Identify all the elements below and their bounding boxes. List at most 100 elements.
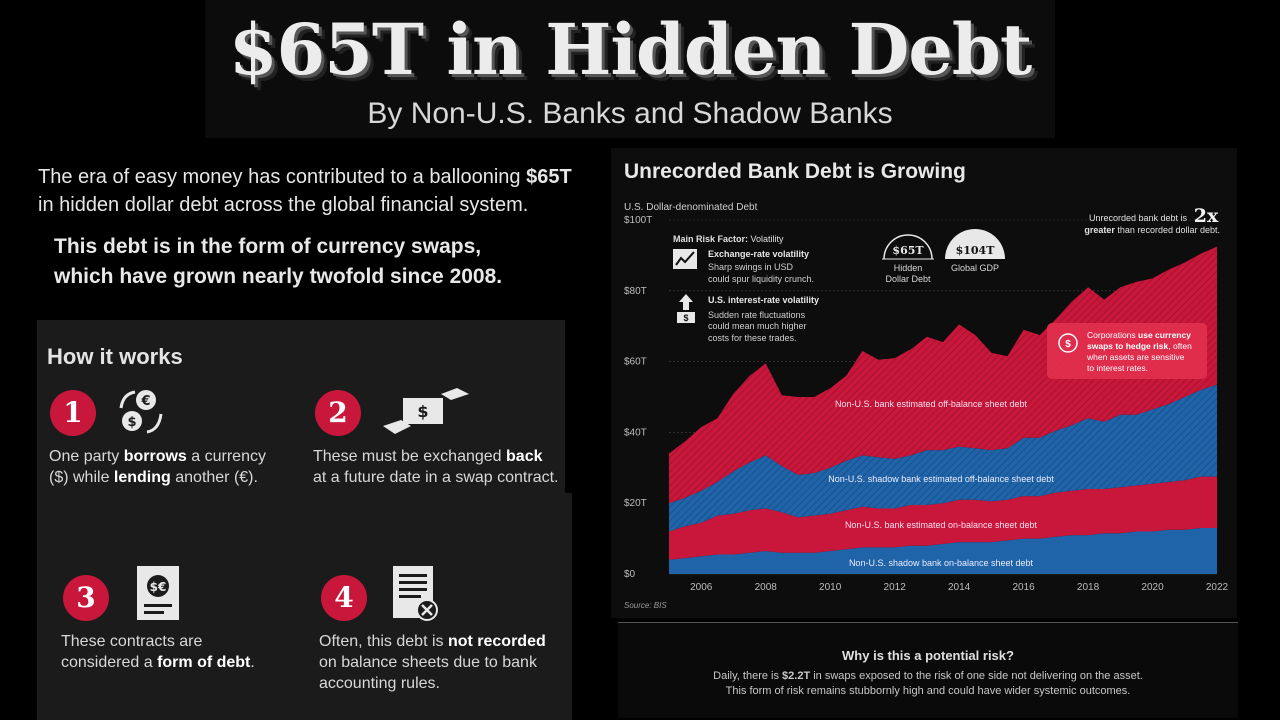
area-hatch-3	[669, 384, 1217, 532]
svg-text:$: $	[683, 313, 688, 323]
badge1-line1: Hidden	[894, 263, 923, 273]
svg-text:$€: $€	[150, 580, 167, 594]
intro-bold-a: This debt is in the form of currency swa…	[54, 235, 482, 258]
callout-greater: greater	[1084, 225, 1115, 235]
area-series-1	[669, 528, 1217, 574]
svg-text:greater than recorded dollar d: greater than recorded dollar debt.	[1084, 225, 1220, 235]
intro-text: The era of easy money has contributed to…	[38, 163, 598, 219]
panel-extension	[37, 493, 572, 720]
x-tick-label: 2016	[1012, 582, 1035, 593]
svg-text:€: €	[140, 394, 150, 409]
y-tick-label: $60T	[624, 357, 647, 368]
step-1-b: borrows	[123, 448, 187, 465]
risk-factor-label: Main Risk Factor:	[673, 234, 748, 244]
risk-factor-value: Volatility	[748, 234, 784, 244]
step-2-a: These must be exchanged	[313, 448, 507, 465]
risk2-line2: could mean much higher	[708, 321, 807, 331]
title-band: $65T in Hidden Debt By Non-U.S. Banks an…	[205, 0, 1055, 138]
step-1-f: another (€).	[170, 469, 258, 486]
y-tick-label: $0	[624, 569, 636, 580]
rate-up-icon: $	[677, 294, 695, 323]
risk-title: Why is this a potential risk?	[842, 648, 1014, 663]
money-handshake-icon: $	[383, 388, 469, 434]
hatch-overlay	[669, 246, 1217, 532]
x-tick-label: 2018	[1077, 582, 1100, 593]
hidden-debt-badge: $65T Hidden Dollar Debt	[882, 234, 934, 284]
chart-trend-icon	[673, 249, 697, 269]
risk-factor-box: Main Risk Factor: Volatility Exchange-ra…	[673, 234, 819, 343]
risk-line1-b: in swaps exposed to the risk of one side…	[810, 670, 1143, 682]
risk-divider	[618, 622, 1238, 623]
y-tick-label: $80T	[624, 286, 647, 297]
how-it-works-panel: How it works 1 € $ One party borrows a c…	[37, 320, 572, 720]
intro-text-b: in hidden dollar debt across the global …	[38, 194, 529, 216]
chart-title: Unrecorded Bank Debt is Growing	[624, 160, 966, 183]
badge1-line2: Dollar Debt	[885, 274, 931, 284]
svg-text:Corporations use currency: Corporations use currency	[1087, 330, 1191, 340]
risk-text-line1: Daily, there is $2.2T in swaps exposed t…	[618, 670, 1238, 682]
svg-text:$: $	[417, 402, 428, 421]
chart-panel: Unrecorded Bank Debt is Growing U.S. Dol…	[611, 148, 1237, 618]
page-subtitle: By Non-U.S. Banks and Shadow Banks	[367, 97, 893, 130]
risk2-line3: costs for these trades.	[708, 333, 797, 343]
step-1-number: 1	[50, 390, 96, 436]
risk-line1-bold: $2.2T	[782, 670, 811, 682]
layer-label-shadow-off: Non-U.S. shadow bank estimated off-balan…	[828, 474, 1054, 484]
badge2-line1: Global GDP	[951, 263, 999, 273]
layer-label-bank-on: Non-U.S. bank estimated on-balance sheet…	[845, 520, 1038, 530]
y-axis-ticks: $0 $20T $40T $60T $80T $100T	[624, 215, 652, 580]
x-tick-label: 2012	[884, 582, 907, 593]
layer-label-shadow-on: Non-U.S. shadow bank on-balance sheet de…	[849, 558, 1034, 568]
step-4-number: 4	[321, 575, 367, 621]
x-tick-label: 2014	[948, 582, 971, 593]
step-2-b: back	[506, 448, 543, 465]
risk-line1-a: Daily, there is	[713, 670, 783, 682]
global-gdp-badge: $104T Global GDP	[945, 229, 1005, 273]
area-series-2	[669, 476, 1217, 560]
svg-text:$: $	[1065, 339, 1071, 350]
x-tick-label: 2020	[1141, 582, 1164, 593]
callout-2x-value: 2x	[1194, 205, 1219, 227]
risk1-line1: Sharp swings in USD	[708, 262, 794, 272]
risk1-line2: could spur liquidity crunch.	[708, 274, 814, 284]
x-tick-label: 2008	[755, 582, 778, 593]
corp-line3: when assets are sensitive	[1086, 352, 1185, 362]
callout-2x: Unrecorded bank debt is 2x greater than …	[1084, 205, 1220, 235]
corp-line2: swaps to hedge risk	[1087, 341, 1169, 351]
corp-line4: to interest rates.	[1087, 363, 1148, 373]
svg-text:Main Risk Factor: Volatility: Main Risk Factor: Volatility	[673, 234, 784, 244]
corporations-callout: $ Corporations use currency swaps to hed…	[1047, 323, 1207, 379]
step-3-a: These contracts are	[61, 633, 203, 650]
intro-highlight: $65T	[526, 166, 572, 188]
risk2-line1: Sudden rate fluctuations	[708, 310, 806, 320]
corp-line2-b: , often	[1168, 341, 1192, 351]
step-1-d: ($) while	[49, 469, 114, 486]
step-3-b: considered a	[61, 654, 158, 671]
step-4-c: on balance sheets due to bank	[319, 654, 537, 671]
x-tick-label: 2022	[1206, 582, 1229, 593]
step-4-a: Often, this debt is	[319, 633, 448, 650]
rejected-document-icon	[393, 566, 438, 621]
x-tick-label: 2006	[690, 582, 713, 593]
x-tick-label: 2010	[819, 582, 842, 593]
area-hatch-4	[669, 246, 1217, 504]
risk1-title: Exchange-rate volatility	[708, 249, 809, 259]
callout-line2: than recorded dollar debt.	[1115, 225, 1220, 235]
step-1-c: a currency	[186, 448, 266, 465]
intro-bold-text: This debt is in the form of currency swa…	[54, 232, 594, 292]
risk2-title: U.S. interest-rate volatility	[708, 295, 819, 305]
x-axis-ticks: 2006 2008 2010 2012 2014 2016 2018 2020 2022	[690, 582, 1228, 593]
callout-line1: Unrecorded bank debt is	[1089, 213, 1188, 223]
step-1-e: lending	[113, 469, 171, 486]
intro-bold-b: which have grown nearly twofold since 20…	[54, 265, 503, 288]
intro-text-a: The era of easy money has contributed to…	[38, 166, 527, 188]
step-4-d: accounting rules.	[319, 675, 440, 692]
step-2-text: These must be exchanged back at a future…	[313, 446, 573, 488]
currency-exchange-icon: € $	[119, 390, 163, 434]
y-tick-label: $20T	[624, 498, 647, 509]
contract-document-icon: $€	[137, 566, 179, 620]
corp-line1-b: use currency	[1138, 330, 1191, 340]
layer-label-bank-off: Non-U.S. bank estimated off-balance shee…	[835, 399, 1027, 409]
risk-text-line2: This form of risk remains stubbornly hig…	[725, 685, 1131, 697]
step-2-number: 2	[315, 390, 361, 436]
